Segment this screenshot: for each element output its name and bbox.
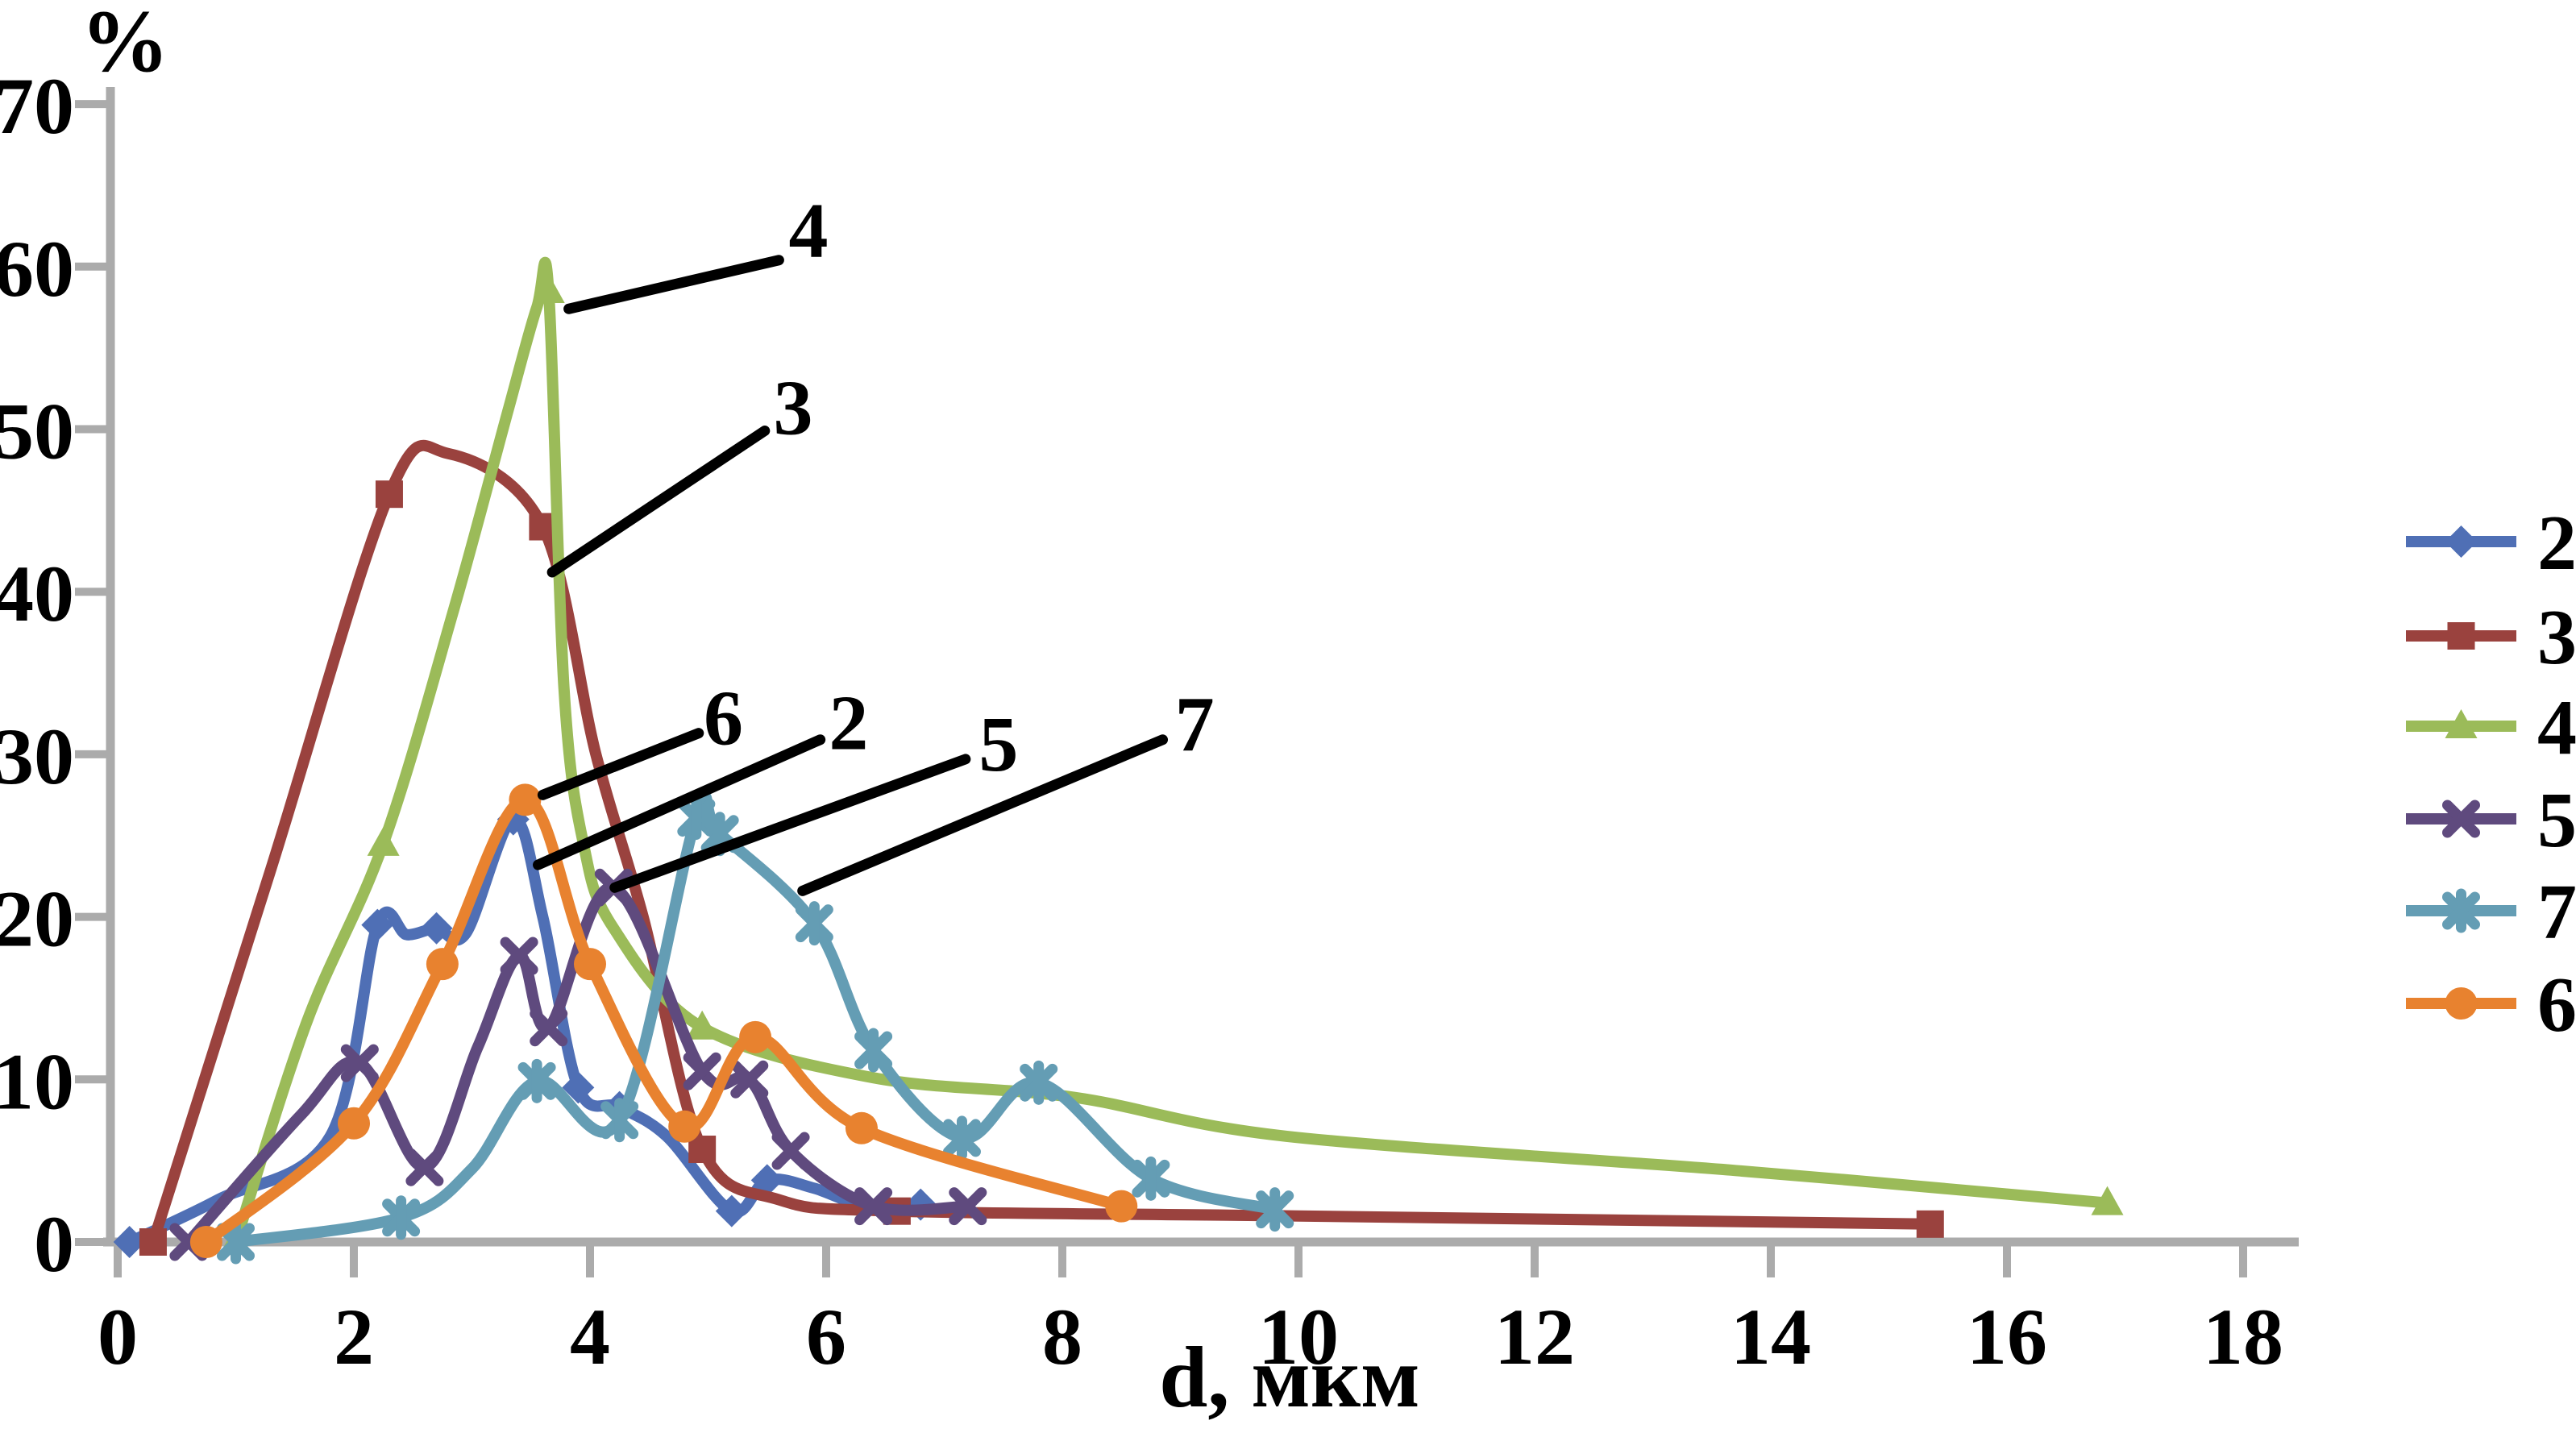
x-tick-label-0: 0 (98, 1292, 138, 1381)
series-5-marker-6 (530, 1008, 568, 1047)
series-4-marker-2 (367, 826, 400, 856)
series-7-marker-11 (1132, 1156, 1170, 1201)
legend-2-marker-0 (2445, 525, 2478, 558)
series-3-marker-2 (375, 480, 403, 509)
annotation-label-2: 2 (829, 680, 868, 767)
series-7-line (230, 791, 1281, 1248)
series-6-marker-2 (426, 948, 459, 981)
legend-label-2: 2 (2537, 500, 2576, 587)
series-7-marker-12 (1256, 1187, 1294, 1232)
series-5-marker-3 (405, 1148, 444, 1186)
x-tick-label-4: 4 (570, 1292, 610, 1381)
series-6-marker-4 (574, 948, 606, 981)
legend-7-marker-0 (2442, 888, 2480, 933)
annotation-label-4: 4 (789, 187, 829, 274)
annotation-line-4 (563, 255, 784, 314)
annotation-label-3: 3 (773, 364, 812, 451)
series-6-marker-3 (509, 783, 542, 816)
annotation-line-5 (609, 754, 971, 893)
y-axis-unit-label: % (81, 0, 169, 90)
series-3-marker-11 (1916, 1210, 1944, 1238)
series-2-marker-0 (113, 1226, 146, 1258)
series-6-marker-0 (189, 1226, 222, 1258)
annotation-label-5: 5 (978, 701, 1018, 788)
series-7-marker-9 (942, 1115, 981, 1161)
series-2-marker-5 (420, 912, 453, 945)
x-tick-label-12: 12 (1494, 1292, 1575, 1381)
legend-label-3: 3 (2537, 594, 2576, 681)
series-2-marker-12 (715, 1194, 748, 1227)
y-tick-label-60: 60 (0, 224, 74, 314)
series-5-marker-9 (730, 1060, 769, 1099)
x-tick-label-14: 14 (1730, 1292, 1811, 1381)
legend-4-marker-0 (2445, 709, 2478, 738)
series-7-marker-7 (795, 901, 833, 946)
x-tick-label-6: 6 (806, 1292, 846, 1381)
x-tick-label-18: 18 (2203, 1292, 2283, 1381)
legend-label-6: 6 (2537, 962, 2576, 1049)
series-2-marker-9 (562, 1071, 595, 1104)
annotation-label-7: 7 (1175, 682, 1215, 769)
y-tick-label-10: 10 (0, 1036, 74, 1126)
y-tick-label-40: 40 (0, 549, 74, 638)
series-7-marker-4 (600, 1098, 639, 1143)
series-5-marker-12 (949, 1187, 987, 1226)
y-tick-label-20: 20 (0, 874, 74, 964)
legend-label-4: 4 (2537, 684, 2576, 771)
series-6-marker-8 (1105, 1190, 1138, 1223)
series-5-marker-2 (340, 1044, 379, 1082)
series-6-marker-7 (845, 1111, 878, 1144)
annotation-label-6: 6 (704, 675, 743, 762)
annotation-line-3 (546, 426, 771, 578)
series-6-marker-5 (668, 1110, 701, 1143)
series-5-marker-11 (854, 1187, 893, 1226)
x-tick-label-8: 8 (1042, 1292, 1082, 1381)
series-7-marker-10 (1020, 1060, 1058, 1105)
x-axis-title: d, мкм (1159, 1330, 1420, 1426)
legend-5-marker-0 (2442, 800, 2480, 838)
series-2-marker-13 (750, 1164, 783, 1197)
legend-3-marker-0 (2447, 622, 2475, 650)
legend-label-7: 7 (2537, 869, 2576, 956)
series-7-marker-8 (854, 1028, 893, 1073)
series-4-marker-6 (532, 274, 565, 304)
series-5-marker-5 (500, 937, 538, 975)
x-tick-label-2: 2 (334, 1292, 374, 1381)
series-4-marker-10 (686, 1010, 719, 1040)
y-tick-label-0: 0 (34, 1199, 74, 1289)
x-tick-label-10: 10 (1258, 1292, 1339, 1381)
series-4-line (230, 256, 2113, 1248)
series-6-marker-1 (338, 1107, 370, 1140)
series-7-marker-1 (382, 1195, 421, 1240)
series-2-marker-3 (361, 908, 394, 941)
legend-6-marker-0 (2445, 987, 2478, 1020)
x-tick-label-16: 16 (1967, 1292, 2047, 1381)
series-7-marker-3 (517, 1058, 556, 1103)
y-tick-label-70: 70 (0, 61, 74, 151)
y-tick-label-50: 50 (0, 387, 74, 476)
series-3-line (147, 439, 1936, 1248)
annotation-line-7 (797, 734, 1169, 896)
annotation-line-6 (537, 728, 704, 800)
legend-label-5: 5 (2537, 777, 2576, 864)
y-tick-label-30: 30 (0, 712, 74, 801)
series-3-marker-0 (139, 1228, 167, 1256)
annotation-line-2 (533, 734, 826, 870)
series-5-marker-8 (683, 1052, 721, 1090)
series-4-marker-15 (2091, 1186, 2124, 1215)
series-6-marker-6 (739, 1020, 772, 1053)
series-5-marker-10 (771, 1132, 810, 1170)
